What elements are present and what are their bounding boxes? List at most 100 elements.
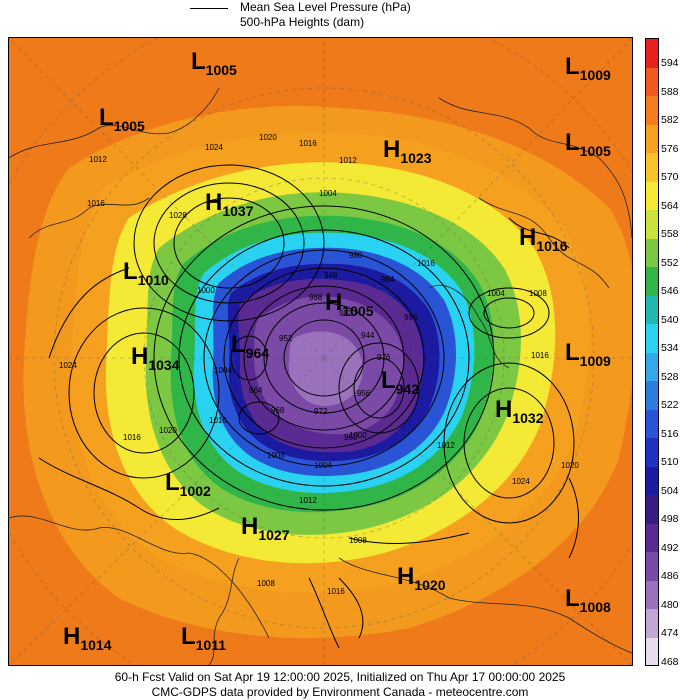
colorbar-label: 546 (661, 285, 679, 297)
contour-label: 944 (361, 331, 375, 340)
color-swatch (646, 39, 658, 68)
color-swatch (646, 580, 658, 609)
contour-label: 1004 (487, 289, 505, 298)
colorbar-label: 498 (661, 513, 679, 525)
contour-label: 964 (249, 386, 263, 395)
contour-label: 992 (339, 309, 353, 318)
legend-line-sample (190, 8, 228, 9)
fill-480 (288, 331, 363, 406)
colorbar-label: 534 (661, 342, 679, 354)
contour-label: 1004 (319, 189, 337, 198)
colorbar-label: 492 (661, 541, 679, 554)
color-swatch (646, 324, 658, 353)
pressure-center: H1037 (205, 189, 254, 219)
color-swatch (646, 153, 658, 182)
colorbar-label: 480 (661, 598, 679, 611)
color-swatch (646, 495, 658, 524)
contour-label: 960 (344, 433, 358, 442)
pressure-center: H1032 (495, 396, 544, 426)
color-swatch (646, 210, 658, 239)
colorbar-label: 540 (661, 313, 679, 326)
pressure-center: L1010 (123, 258, 169, 288)
colorbar-label: 504 (661, 484, 679, 497)
contour-label: 1008 (267, 451, 285, 460)
pressure-center: L1011 (181, 623, 227, 653)
pressure-center: L942 (381, 367, 420, 397)
data-credit-text: CMC-GDPS data provided by Environment Ca… (151, 685, 529, 699)
contour-label: 1016 (209, 416, 227, 425)
contour-label: 1016 (531, 351, 549, 360)
contour-label: 1008 (529, 289, 547, 298)
color-swatch (646, 523, 658, 552)
pressure-center: H1034 (131, 343, 180, 373)
coastlines (9, 87, 632, 665)
legend-mslp-label: Mean Sea Level Pressure (hPa) (240, 0, 411, 14)
contour-label: 1012 (89, 155, 107, 164)
contour-label: 1000 (349, 431, 367, 440)
colorbar-label: 522 (661, 399, 679, 411)
colorbar-label: 564 (661, 199, 679, 212)
contour-label: 1016 (299, 139, 317, 148)
contour-labels: 1020 1016 1012 1024 1028 1016 1012 1004 … (59, 133, 579, 596)
contour-label: 988 (309, 293, 323, 302)
pressure-center: L1005 (565, 129, 611, 159)
color-swatch (646, 409, 658, 438)
colorbar-label: 552 (661, 256, 679, 269)
forecast-valid-text: 60-h Fcst Valid on Sat Apr 19 12:00:00 2… (114, 670, 566, 684)
contour-label: 976 (377, 353, 391, 362)
contour-label: 1008 (257, 579, 275, 588)
colorbar-label: 486 (661, 570, 679, 582)
color-swatch (646, 181, 658, 210)
color-swatch (646, 267, 658, 296)
contour-label: 1028 (169, 211, 187, 220)
color-swatch (646, 609, 658, 638)
pressure-center: L1005 (99, 104, 145, 134)
color-scale-bar (645, 38, 659, 666)
colorbar-label: 570 (661, 171, 679, 183)
colorbar-label: 582 (661, 114, 679, 126)
pressure-center: L1008 (565, 585, 611, 615)
contour-label: 1012 (437, 441, 455, 450)
contour-label: 1016 (87, 199, 105, 208)
color-swatch (646, 352, 658, 381)
pressure-center: H1020 (397, 563, 446, 593)
legend-heights-label: 500-hPa Heights (dam) (240, 15, 365, 29)
color-swatch (646, 295, 658, 324)
weather-map: 1020 1016 1012 1024 1028 1016 1012 1004 … (8, 37, 633, 666)
color-swatch (646, 96, 658, 125)
colorbar-label: 528 (661, 370, 679, 383)
pressure-center: H1005 (325, 289, 374, 319)
pressure-center: H1014 (63, 623, 112, 653)
pressure-center: L1005 (191, 48, 237, 78)
pressure-center: L1009 (565, 53, 611, 83)
color-swatch (646, 124, 658, 153)
contour-label: 980 (349, 251, 363, 260)
colorbar-label: 588 (661, 85, 679, 98)
contour-label: 1004 (314, 461, 332, 470)
contour-label: 952 (279, 334, 293, 343)
colorbar-label: 474 (661, 627, 679, 639)
color-swatch (646, 67, 658, 96)
color-swatch (646, 238, 658, 267)
contour-label: 1012 (339, 156, 357, 165)
colorbar-label: 576 (661, 142, 679, 155)
colorbar-label: 594 (661, 57, 679, 69)
contour-label: 1000 (197, 286, 215, 295)
contour-label: 956 (357, 389, 371, 398)
colorbar-label: 516 (661, 427, 679, 440)
contour-label: 968 (271, 406, 285, 415)
pressure-center: H1016 (519, 224, 568, 254)
graticule (9, 38, 632, 665)
contour-label: 1016 (417, 259, 435, 268)
map-svg: 1020 1016 1012 1024 1028 1016 1012 1004 … (9, 38, 632, 665)
colorbar-label: 468 (661, 655, 679, 668)
contour-label: 996 (404, 313, 418, 322)
contour-label: 1020 (561, 461, 579, 470)
pressure-center: L1009 (565, 339, 611, 369)
pressure-center: H1027 (241, 513, 290, 543)
contour-label: 1020 (159, 426, 177, 435)
contour-label: 1016 (123, 433, 141, 442)
color-swatch (646, 637, 658, 665)
color-swatch (646, 466, 658, 495)
colorbar-label: 510 (661, 456, 679, 468)
